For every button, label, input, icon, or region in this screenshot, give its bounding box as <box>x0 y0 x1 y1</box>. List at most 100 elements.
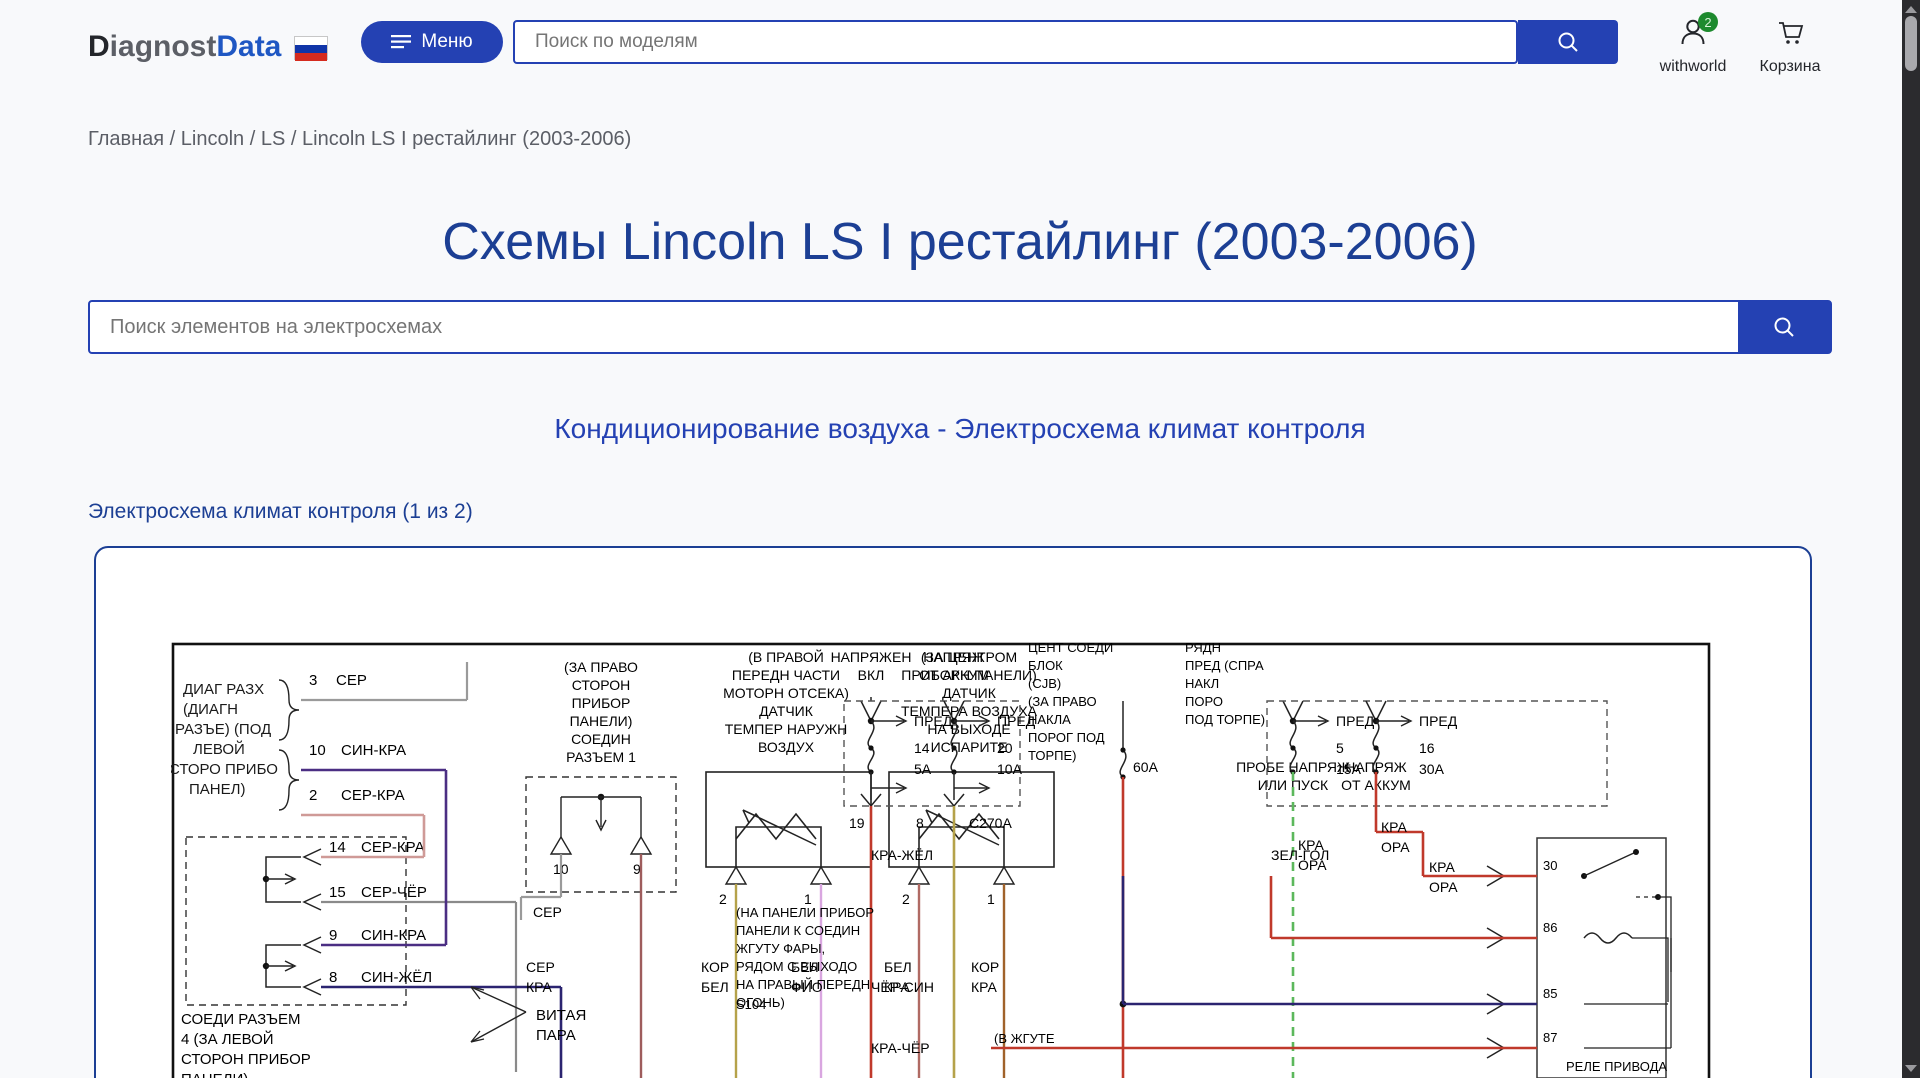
svg-text:РЕЛЕ ПРИВОДА: РЕЛЕ ПРИВОДА <box>1566 1059 1667 1074</box>
svg-text:НА ПРАВЫЙ ПЕРЕДН: НА ПРАВЫЙ ПЕРЕДН <box>736 977 870 992</box>
svg-text:ВИТАЯ: ВИТАЯ <box>536 1007 586 1024</box>
svg-text:8: 8 <box>329 969 337 986</box>
svg-text:ПРЕД: ПРЕД <box>1419 713 1458 729</box>
svg-text:БЕЛ: БЕЛ <box>701 979 729 995</box>
svg-text:РАЗЪЕ) (ПОД: РАЗЪЕ) (ПОД <box>175 721 271 738</box>
svg-text:ПАРА: ПАРА <box>536 1027 576 1044</box>
svg-text:ОТ АККУМ: ОТ АККУМ <box>919 667 989 683</box>
svg-text:СЕР-КРА: СЕР-КРА <box>341 787 405 804</box>
svg-text:ВОЗДУХ: ВОЗДУХ <box>758 739 815 755</box>
svg-text:СТОРОН: СТОРОН <box>572 677 631 693</box>
svg-text:СИН-КРА: СИН-КРА <box>341 742 406 759</box>
svg-text:НАПРЯЖ: НАПРЯЖ <box>923 649 984 665</box>
svg-text:ИСПАРИТЕ: ИСПАРИТЕ <box>931 739 1008 755</box>
svg-text:КРА-ЧЁР: КРА-ЧЁР <box>871 1040 930 1056</box>
svg-text:ДИАГ РАЗХ: ДИАГ РАЗХ <box>183 681 264 698</box>
svg-text:ВКЛ: ВКЛ <box>858 667 885 683</box>
svg-text:ПОРО: ПОРО <box>1185 694 1223 709</box>
svg-text:(ЗА ПРАВО: (ЗА ПРАВО <box>564 659 638 675</box>
svg-text:РЯДН: РЯДН <box>1185 642 1221 655</box>
svg-text:ПРИБОР: ПРИБОР <box>572 695 631 711</box>
svg-text:5: 5 <box>1336 740 1344 756</box>
svg-text:ТЕМПЕР НАРУЖН: ТЕМПЕР НАРУЖН <box>725 721 848 737</box>
svg-text:19: 19 <box>849 815 865 831</box>
svg-text:4 (ЗА ЛЕВОЙ: 4 (ЗА ЛЕВОЙ <box>181 1030 274 1048</box>
svg-text:3: 3 <box>309 672 317 689</box>
svg-text:9: 9 <box>329 927 337 944</box>
svg-text:ДАТЧИК: ДАТЧИК <box>759 703 814 719</box>
svg-text:86: 86 <box>1543 920 1557 935</box>
svg-text:БЛОК: БЛОК <box>1028 658 1063 673</box>
svg-text:S104: S104 <box>736 997 766 1012</box>
svg-text:ПОРОГ ПОД: ПОРОГ ПОД <box>1028 730 1105 745</box>
svg-text:20: 20 <box>997 740 1013 756</box>
svg-text:СЕР-ЧЁР: СЕР-ЧЁР <box>361 884 427 901</box>
svg-text:ЛЕВОЙ: ЛЕВОЙ <box>193 740 245 758</box>
svg-text:ОРА: ОРА <box>1429 879 1458 895</box>
svg-text:СЕР: СЕР <box>336 672 367 689</box>
svg-text:ПЕРЕДН ЧАСТИ: ПЕРЕДН ЧАСТИ <box>732 667 840 683</box>
svg-text:(В ПРАВОЙ: (В ПРАВОЙ <box>748 648 824 665</box>
svg-text:16: 16 <box>1419 740 1435 756</box>
svg-text:(ДИАГН: (ДИАГН <box>183 701 238 718</box>
svg-text:КОР: КОР <box>701 959 729 975</box>
svg-text:8: 8 <box>916 815 924 831</box>
svg-text:КРА: КРА <box>971 979 998 995</box>
svg-text:НАКЛА: НАКЛА <box>1028 712 1071 727</box>
svg-text:СИН-ЖЁЛ: СИН-ЖЁЛ <box>361 969 432 986</box>
svg-text:РЯДОМ С ВЫХОДО: РЯДОМ С ВЫХОДО <box>736 959 857 974</box>
svg-text:ДАТЧИК: ДАТЧИК <box>942 685 997 701</box>
svg-text:C270A: C270A <box>969 815 1012 831</box>
svg-text:КРА: КРА <box>526 979 553 995</box>
svg-text:ПАНЕЛИ К СОЕДИН: ПАНЕЛИ К СОЕДИН <box>736 923 860 938</box>
svg-text:СТОРО ПРИБО: СТОРО ПРИБО <box>171 761 278 778</box>
svg-text:14: 14 <box>914 740 930 756</box>
svg-text:ЧЁР-СИН: ЧЁР-СИН <box>871 979 934 995</box>
svg-text:(ЗА ПРАВО: (ЗА ПРАВО <box>1028 694 1097 709</box>
svg-text:2: 2 <box>309 787 317 804</box>
svg-text:СИН-КРА: СИН-КРА <box>361 927 426 944</box>
svg-text:14: 14 <box>329 839 346 856</box>
svg-text:КРА: КРА <box>1381 819 1408 835</box>
svg-text:ОРА: ОРА <box>1298 857 1327 873</box>
svg-text:30A: 30A <box>1419 761 1445 777</box>
svg-text:(В ЖГУТЕ: (В ЖГУТЕ <box>994 1031 1055 1046</box>
svg-text:КРА: КРА <box>1429 859 1456 875</box>
svg-text:КРА: КРА <box>1298 837 1325 853</box>
svg-text:ПРЕД: ПРЕД <box>914 713 953 729</box>
svg-text:30: 30 <box>1543 858 1557 873</box>
svg-text:ПАНЕЛИ): ПАНЕЛИ) <box>181 1071 248 1078</box>
svg-text:РАЗЪЕМ 1: РАЗЪЕМ 1 <box>566 749 636 765</box>
svg-text:10A: 10A <box>997 761 1023 777</box>
svg-text:КОР: КОР <box>971 959 999 975</box>
svg-text:БЕЛ: БЕЛ <box>884 959 912 975</box>
svg-text:ЖГУТУ ФАРЫ,: ЖГУТУ ФАРЫ, <box>736 941 825 956</box>
svg-text:ПРЕД (СПРА: ПРЕД (СПРА <box>1185 658 1264 673</box>
svg-text:СТОРОН ПРИБОР: СТОРОН ПРИБОР <box>181 1051 311 1068</box>
svg-text:(НА ПАНЕЛИ ПРИБОР: (НА ПАНЕЛИ ПРИБОР <box>736 905 874 920</box>
svg-text:СЕР: СЕР <box>533 904 562 920</box>
svg-text:ЦЕНТ СОЕДИ: ЦЕНТ СОЕДИ <box>1028 642 1113 655</box>
svg-text:10: 10 <box>309 742 326 759</box>
svg-text:2: 2 <box>902 891 910 907</box>
svg-text:СОЕДИН: СОЕДИН <box>571 731 631 747</box>
svg-text:НАКЛ: НАКЛ <box>1185 676 1219 691</box>
svg-text:85: 85 <box>1543 986 1557 1001</box>
svg-text:КРА-ЖЁЛ: КРА-ЖЁЛ <box>871 847 933 863</box>
svg-text:2: 2 <box>719 891 727 907</box>
svg-text:НАПРЯЖЕН: НАПРЯЖЕН <box>831 649 912 665</box>
svg-text:60A: 60A <box>1133 759 1159 775</box>
svg-text:15: 15 <box>329 884 346 901</box>
svg-text:ПРЕД: ПРЕД <box>1336 713 1375 729</box>
svg-text:ПАНЕЛ): ПАНЕЛ) <box>189 781 245 798</box>
svg-text:87: 87 <box>1543 1030 1557 1045</box>
svg-text:ТОРПЕ): ТОРПЕ) <box>1028 748 1076 763</box>
svg-text:МОТОРН ОТСЕКА): МОТОРН ОТСЕКА) <box>723 685 849 701</box>
svg-text:(CJB): (CJB) <box>1028 676 1061 691</box>
svg-text:ПОД ТОРПЕ): ПОД ТОРПЕ) <box>1185 712 1265 727</box>
svg-text:ПАНЕЛИ): ПАНЕЛИ) <box>570 713 633 729</box>
svg-text:СЕР-КРА: СЕР-КРА <box>361 839 425 856</box>
svg-text:ОРА: ОРА <box>1381 839 1410 855</box>
svg-text:1: 1 <box>987 891 995 907</box>
svg-text:5A: 5A <box>914 761 932 777</box>
